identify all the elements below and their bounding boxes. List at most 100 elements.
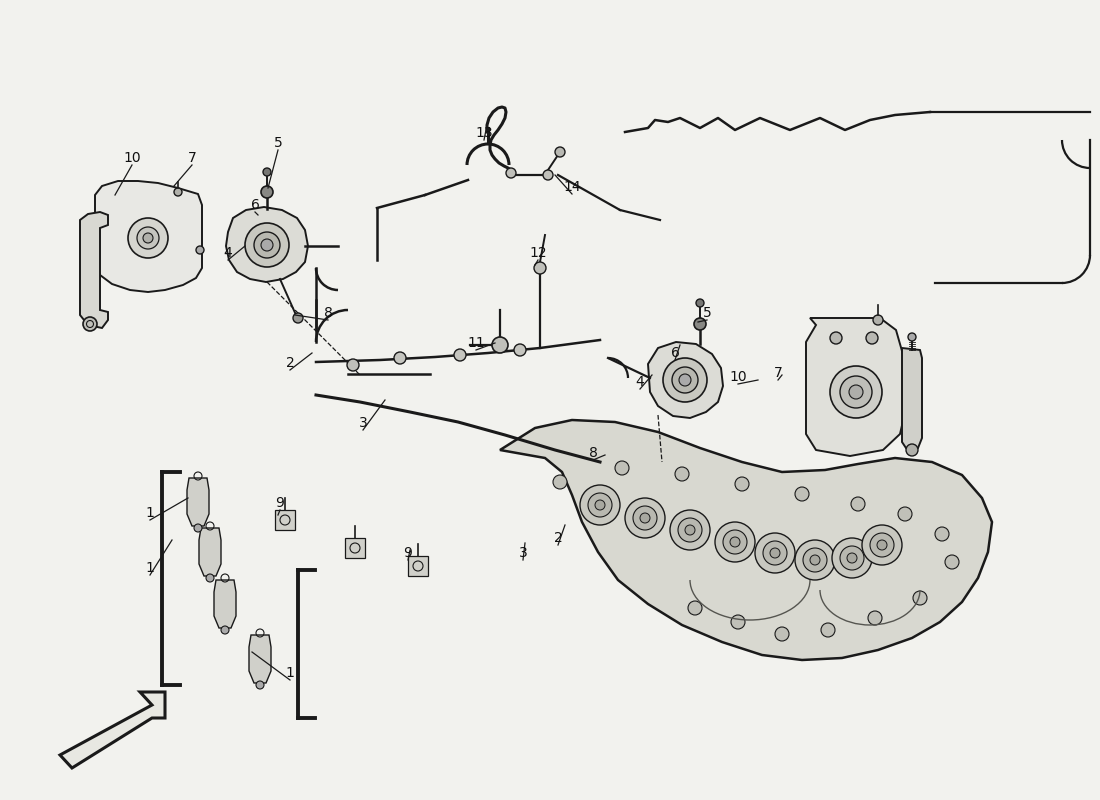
Circle shape (675, 467, 689, 481)
Text: 3: 3 (359, 416, 367, 430)
Circle shape (553, 475, 566, 489)
Circle shape (670, 510, 710, 550)
Circle shape (723, 530, 747, 554)
Circle shape (174, 188, 182, 196)
Circle shape (840, 376, 872, 408)
Circle shape (194, 524, 202, 532)
Circle shape (830, 366, 882, 418)
Circle shape (866, 332, 878, 344)
Circle shape (840, 546, 864, 570)
Text: 2: 2 (553, 531, 562, 545)
Polygon shape (806, 318, 906, 456)
Text: 1: 1 (145, 506, 154, 520)
Circle shape (847, 553, 857, 563)
Circle shape (898, 507, 912, 521)
Polygon shape (214, 580, 236, 628)
Circle shape (640, 513, 650, 523)
Text: 10: 10 (123, 151, 141, 165)
Circle shape (82, 317, 97, 331)
Circle shape (196, 246, 204, 254)
Polygon shape (95, 181, 202, 292)
Circle shape (580, 485, 620, 525)
Circle shape (595, 500, 605, 510)
Circle shape (615, 461, 629, 475)
Circle shape (830, 332, 842, 344)
Circle shape (851, 497, 865, 511)
Circle shape (543, 170, 553, 180)
Polygon shape (249, 635, 271, 683)
Circle shape (821, 623, 835, 637)
Circle shape (763, 541, 786, 565)
Circle shape (849, 385, 864, 399)
Circle shape (770, 548, 780, 558)
Circle shape (128, 218, 168, 258)
Text: 12: 12 (529, 246, 547, 260)
Text: 6: 6 (671, 346, 680, 360)
Circle shape (394, 352, 406, 364)
Circle shape (730, 537, 740, 547)
Circle shape (625, 498, 666, 538)
Circle shape (632, 506, 657, 530)
Circle shape (832, 538, 872, 578)
Circle shape (803, 548, 827, 572)
Circle shape (877, 540, 887, 550)
Polygon shape (199, 528, 221, 576)
Text: 5: 5 (703, 306, 712, 320)
Circle shape (935, 527, 949, 541)
Circle shape (715, 522, 755, 562)
Bar (345, 538, 365, 558)
Circle shape (945, 555, 959, 569)
Text: 5: 5 (274, 136, 283, 150)
Circle shape (755, 533, 795, 573)
Circle shape (261, 239, 273, 251)
Circle shape (679, 374, 691, 386)
Text: 9: 9 (404, 546, 412, 560)
Text: 2: 2 (286, 356, 295, 370)
Circle shape (588, 493, 612, 517)
Circle shape (870, 533, 894, 557)
Text: 10: 10 (729, 370, 747, 384)
Circle shape (254, 232, 280, 258)
Circle shape (534, 262, 546, 274)
Circle shape (514, 344, 526, 356)
Polygon shape (187, 478, 209, 526)
Text: 9: 9 (276, 496, 285, 510)
Text: 4: 4 (223, 246, 232, 260)
Circle shape (346, 359, 359, 371)
Polygon shape (648, 342, 723, 418)
Text: 6: 6 (251, 198, 260, 212)
Text: 7: 7 (773, 366, 782, 380)
Circle shape (245, 223, 289, 267)
Circle shape (206, 574, 214, 582)
Circle shape (862, 525, 902, 565)
Circle shape (256, 681, 264, 689)
Polygon shape (60, 692, 165, 768)
Circle shape (913, 591, 927, 605)
Circle shape (293, 313, 303, 323)
Circle shape (143, 233, 153, 243)
Bar (275, 510, 295, 530)
Circle shape (795, 487, 808, 501)
Circle shape (688, 601, 702, 615)
Text: 13: 13 (475, 126, 493, 140)
Text: 11: 11 (468, 336, 485, 350)
Circle shape (663, 358, 707, 402)
Text: 14: 14 (563, 180, 581, 194)
Circle shape (694, 318, 706, 330)
Text: 1: 1 (286, 666, 295, 680)
Polygon shape (500, 420, 992, 660)
Circle shape (696, 299, 704, 307)
Circle shape (735, 477, 749, 491)
Circle shape (685, 525, 695, 535)
Text: 8: 8 (323, 306, 332, 320)
Circle shape (138, 227, 160, 249)
Circle shape (732, 615, 745, 629)
Circle shape (873, 315, 883, 325)
Circle shape (795, 540, 835, 580)
Bar (408, 556, 428, 576)
Circle shape (221, 626, 229, 634)
Text: 8: 8 (588, 446, 597, 460)
Circle shape (672, 367, 698, 393)
Circle shape (492, 337, 508, 353)
Circle shape (506, 168, 516, 178)
